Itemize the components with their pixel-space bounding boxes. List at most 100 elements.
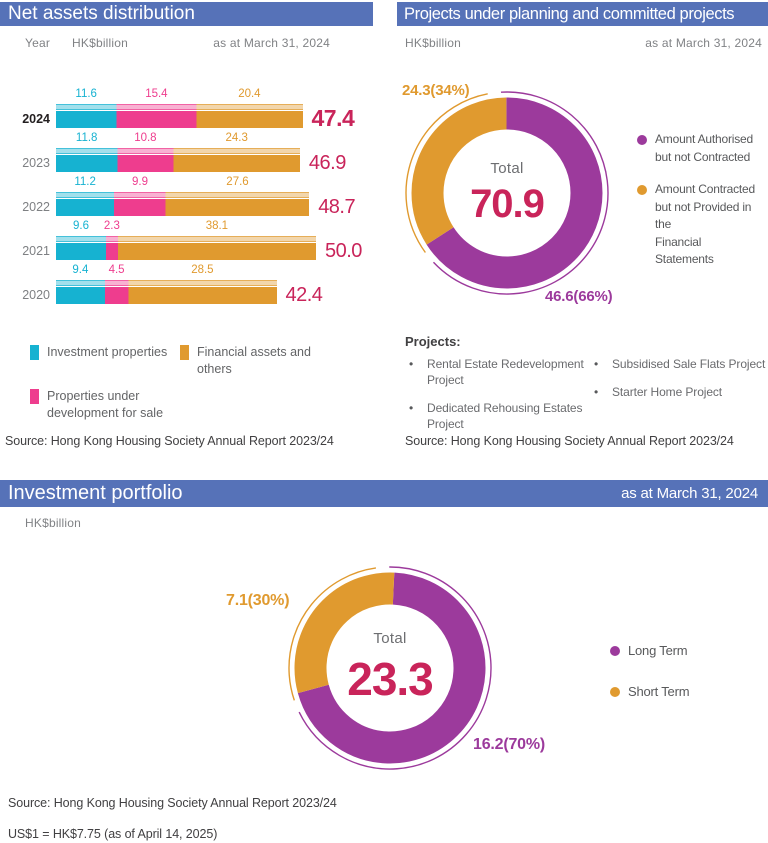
net-assets-unit-label: HK$billion [72,36,129,50]
project-name: Rental Estate Redevelopment Project [427,357,584,387]
portfolio-source: Source: Hong Kong Housing Society Annual… [8,796,337,810]
portfolio-callout-long-term: 16.2(70%) [473,736,546,753]
bar-segment-value: 11.2 [74,176,96,188]
bar-year-label: 2022 [22,200,50,214]
bar-stripe-cap [56,103,303,110]
net-assets-legend: Investment properties Financial assets an… [30,344,360,422]
legend-label: Amount Authorised but not Contracted [655,132,753,164]
bullet-icon: • [409,357,414,371]
legend-label: Investment properties [47,345,168,359]
bar-year-label: 2024 [22,112,50,126]
bullet-icon: • [594,385,599,399]
projects-list-column-2: • Subsidised Sale Flats Project • Starter H… [594,356,766,412]
portfolio-donut-chart: Total 23.3 [285,563,495,773]
bar-segment-value: 9.9 [132,176,148,188]
projects-donut-chart: Total 70.9 [402,88,612,298]
bar-segment-value: 27.6 [226,176,249,188]
projects-source: Source: Hong Kong Housing Society Annual… [405,434,734,448]
bar-stripe-overlay [56,103,303,110]
project-list-item: • Subsidised Sale Flats Project [594,356,766,372]
bar-stripe-overlay [56,235,316,242]
bar-year-label: 2021 [22,244,50,258]
legend-dot [610,686,620,697]
bar-segment-value: 38.1 [205,220,229,232]
bar-segment-value: 24.3 [225,132,248,144]
donut-slice [294,572,486,764]
donut-slice [411,97,603,289]
bar-stripe-overlay [56,279,277,286]
bar-total-value: 50.0 [325,240,362,262]
legend-swatch [30,345,39,360]
legend-item: Financial assets and others [180,344,350,378]
legend-label: Long Term [628,643,688,658]
projects-list-column-1: • Rental Estate Redevelopment Project • Ded… [409,356,591,444]
bar-row [56,287,277,304]
legend-item: Investment properties [30,344,180,378]
legend-dot [637,185,647,195]
project-name: Starter Home Project [612,385,723,399]
donut-slice [405,91,609,295]
net-assets-source: Source: Hong Kong Housing Society Annual… [5,434,334,448]
bar-segment-value: 28.5 [191,264,214,276]
bullet-icon: • [409,401,414,415]
bar-row [56,243,316,260]
net-assets-as-at: as at March 31, 2024 [213,36,330,50]
portfolio-legend: Long Term Short Term [610,642,730,700]
bar-segment-value: 4.5 [108,264,125,276]
bar-total-value: 47.4 [311,105,355,131]
projects-header: Projects under planning and committed pr… [397,2,768,26]
projects-unit-label: HK$billion [405,36,462,50]
projects-legend: Amount Authorised but not Contracted Amou… [637,131,763,269]
year-column-label: Year [25,36,51,50]
legend-label: Amount Contracted but not Provided in th… [655,182,755,266]
bar-stripe-overlay [56,191,310,198]
bar-segment-value: 9.4 [72,264,89,276]
project-list-item: • Rental Estate Redevelopment Project [409,356,591,388]
bar-row [56,155,300,172]
project-name: Subsidised Sale Flats Project [612,357,766,371]
bar-segment-value: 11.6 [75,88,97,100]
net-assets-stacked-bar-chart: 2024 11.6 15.4 20.4 47.4 2023 11.8 10.8 24.3 46.9… [0,88,373,313]
bar-row [56,199,310,216]
legend-item: Properties under development for sale [30,388,180,422]
legend-swatch [180,345,189,360]
bar-segment-value: 2.3 [103,220,120,232]
legend-label: Short Term [628,683,690,699]
projects-as-at: as at March 31, 2024 [645,36,762,50]
net-assets-title: Net assets distribution [8,3,195,24]
projects-panel: Projects under planning and committed pr… [397,0,768,460]
legend-item: Amount Authorised but not Contracted [637,131,763,166]
bar-stripe-cap [56,147,300,154]
bar-total-value: 48.7 [318,196,356,218]
project-list-item: • Starter Home Project [594,384,766,400]
projects-callout-contracted: 24.3(34%) [402,82,470,99]
bar-total-value: 46.9 [308,152,346,174]
project-list-item: • Dedicated Rehousing Estates Project [409,400,591,432]
projects-title: Projects under planning and committed pr… [404,4,735,23]
bar-segment-value: 10.8 [134,132,157,144]
portfolio-callout-short-term: 7.1(30%) [226,592,290,609]
donut-portfolio-svg [288,566,492,770]
bar-segment-value: 9.6 [73,220,89,232]
legend-swatch [30,389,39,404]
portfolio-header: Investment portfolio as at March 31, 202… [0,480,768,507]
legend-dot [637,135,647,145]
donut-slice [294,572,486,764]
projects-list-heading: Projects: [405,334,461,349]
portfolio-unit-label: HK$billion [25,516,82,530]
donut-slice [405,91,609,295]
legend-item: Amount Contracted but not Provided in th… [637,181,763,269]
bullet-icon: • [594,357,599,371]
portfolio-as-at: as at March 31, 2024 [621,485,758,502]
donut-slice [411,97,603,289]
donut-slice [288,566,492,770]
legend-label: Financial assets and others [197,345,311,376]
bar-total-value: 42.4 [285,284,323,306]
legend-item: Short Term [610,683,730,701]
donut-projects-svg [405,91,609,295]
bar-year-label: 2020 [22,288,50,302]
exchange-rate-footnote: US$1 = HK$7.75 (as of April 14, 2025) [8,827,218,841]
bar-stripe-overlay [56,147,300,154]
net-assets-header: Net assets distribution [0,2,373,26]
